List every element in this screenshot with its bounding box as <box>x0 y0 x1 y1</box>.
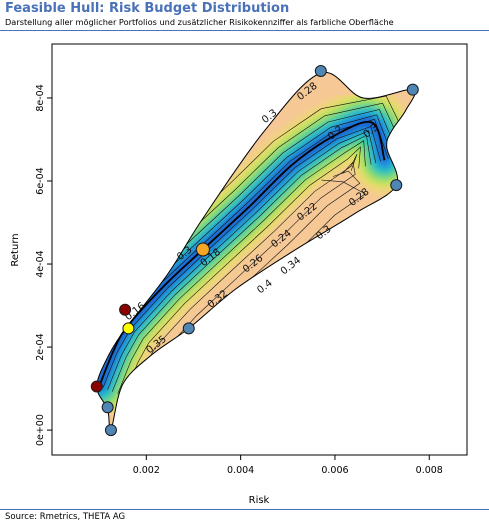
footer-rule <box>0 509 489 510</box>
contour-line <box>111 134 372 392</box>
source-note: Source: Rmetrics, THETA AG <box>5 512 126 522</box>
contour-line <box>117 140 366 395</box>
x-tick-label: 0.004 <box>227 465 254 476</box>
portfolio-point-blue <box>406 83 419 96</box>
portfolio-point-blue <box>182 322 195 335</box>
portfolio-point-yellow <box>122 322 135 335</box>
portfolio-point-red <box>90 380 103 393</box>
y-tick-label: 8e-04 <box>35 84 46 111</box>
contour-line <box>107 130 377 390</box>
x-tick-label: 0.002 <box>133 465 160 476</box>
x-axis-ticks: 0.002 0.004 0.006 0.008 <box>133 455 443 476</box>
portfolio-point-orange <box>195 242 210 257</box>
y-axis-label: Return <box>10 233 21 266</box>
x-tick-label: 0.008 <box>416 465 443 476</box>
portfolio-point-blue <box>390 179 403 192</box>
portfolio-point-blue <box>104 424 117 437</box>
x-axis-label: Risk <box>249 495 270 506</box>
y-tick-label: 2e-04 <box>35 333 46 360</box>
y-tick-label: 0e+00 <box>35 414 46 446</box>
y-tick-label: 6e-04 <box>35 167 46 194</box>
chart-title: Feasible Hull: Risk Budget Distribution <box>5 1 290 16</box>
y-tick-label: 4e-04 <box>35 250 46 277</box>
portfolio-point-blue <box>101 401 114 414</box>
efficient-frontier-line <box>98 121 386 387</box>
header-rule <box>0 30 489 31</box>
x-tick-label: 0.006 <box>321 465 348 476</box>
y-axis-ticks: 0e+00 2e-04 4e-04 6e-04 8e-04 <box>35 84 52 446</box>
portfolio-point-blue <box>314 64 327 77</box>
contour-line <box>123 146 361 397</box>
portfolio-point-red <box>119 303 132 316</box>
contour-line <box>102 126 381 389</box>
chart-subtitle: Darstellung aller möglicher Portfolios u… <box>5 17 394 27</box>
portfolio-points <box>90 64 419 437</box>
